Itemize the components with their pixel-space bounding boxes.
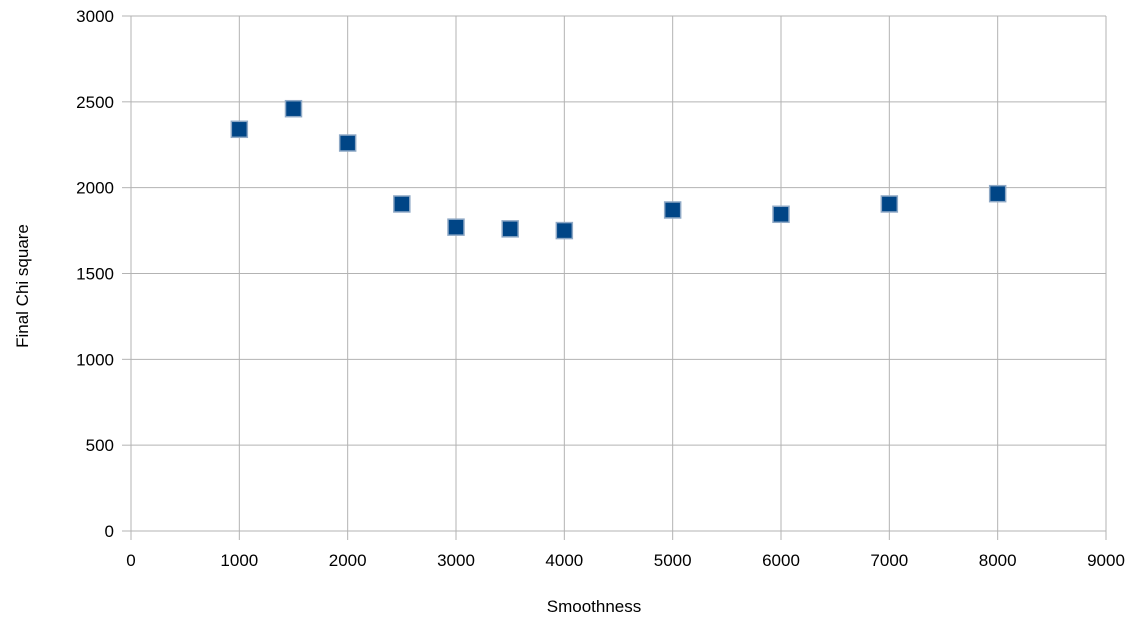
x-tick-label: 2000 bbox=[329, 551, 367, 570]
y-tick-label: 1500 bbox=[76, 265, 114, 284]
y-tick-label: 3000 bbox=[76, 7, 114, 26]
axis-ticks: 0 500 1000 1500 2000 2500 3000 0 1000 2000 3000 400… bbox=[76, 7, 1125, 570]
x-tick-label: 0 bbox=[126, 551, 135, 570]
data-points bbox=[230, 99, 1007, 240]
data-point bbox=[447, 218, 465, 236]
y-tick-label: 0 bbox=[105, 522, 114, 541]
x-tick-label: 4000 bbox=[545, 551, 583, 570]
y-axis-title: Final Chi square bbox=[13, 224, 32, 348]
data-point bbox=[284, 99, 303, 118]
data-point bbox=[988, 184, 1007, 203]
y-tick-label: 1000 bbox=[76, 350, 114, 369]
y-tick-label: 2500 bbox=[76, 93, 114, 112]
data-point bbox=[338, 134, 357, 152]
data-point bbox=[501, 220, 519, 238]
grid bbox=[130, 15, 1107, 532]
x-tick-label: 7000 bbox=[870, 551, 908, 570]
data-point bbox=[393, 195, 411, 213]
data-point bbox=[772, 205, 790, 224]
x-tick-label: 6000 bbox=[762, 551, 800, 570]
data-point bbox=[555, 221, 574, 240]
data-point bbox=[230, 120, 249, 139]
x-tick-label: 5000 bbox=[654, 551, 692, 570]
x-axis-title: Smoothness bbox=[547, 597, 642, 616]
x-tick-label: 3000 bbox=[437, 551, 475, 570]
x-tick-label: 8000 bbox=[979, 551, 1017, 570]
y-tick-label: 500 bbox=[86, 436, 114, 455]
data-point bbox=[880, 195, 899, 213]
x-tick-label: 1000 bbox=[220, 551, 258, 570]
x-tick-label: 9000 bbox=[1087, 551, 1125, 570]
data-point bbox=[663, 201, 682, 219]
y-tick-label: 2000 bbox=[76, 179, 114, 198]
